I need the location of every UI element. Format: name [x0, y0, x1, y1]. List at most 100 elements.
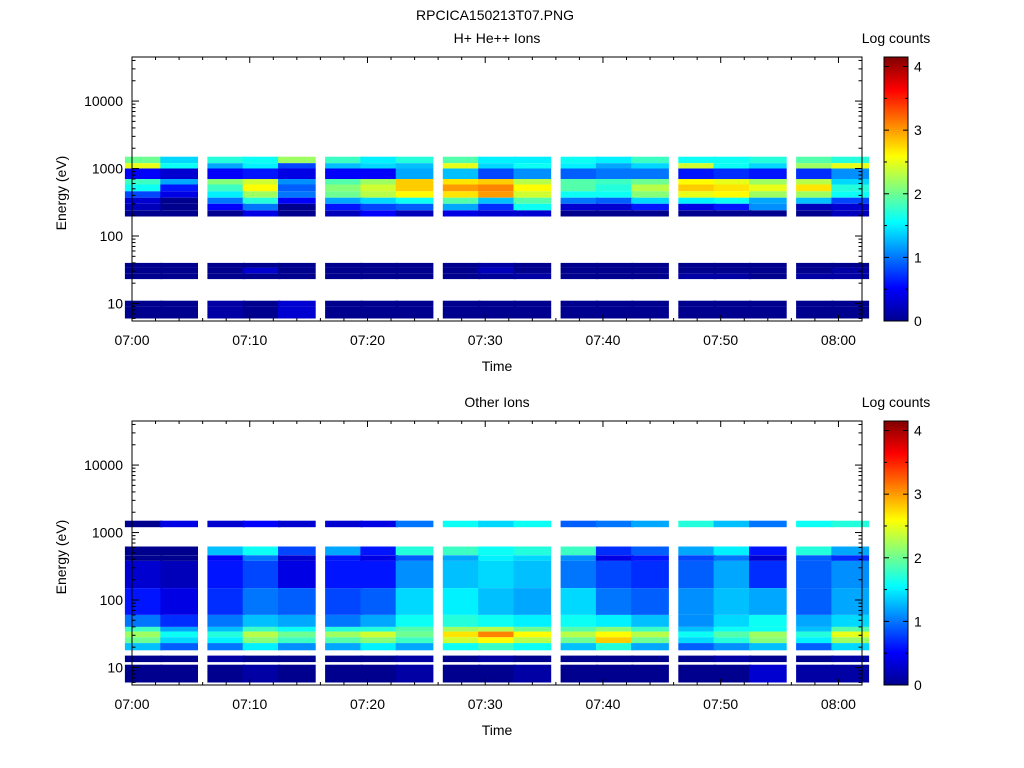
heatmap-cell [395, 156, 434, 164]
heatmap-cell [560, 179, 599, 185]
heatmap-cell [713, 520, 752, 528]
heatmap-cell [513, 546, 552, 556]
heatmap-cell [749, 179, 787, 185]
x-tick-label: 07:00 [114, 332, 149, 348]
heatmap-cell [325, 203, 363, 211]
heatmap-cell [478, 197, 516, 204]
heatmap-cell [631, 184, 669, 192]
heatmap-cell [478, 191, 516, 198]
heatmap-cell [831, 191, 870, 198]
panel-2: 07:00 07:10 07:20 07:30 07:40 07:50 08:0010100… [53, 394, 930, 738]
heatmap-cell [513, 273, 552, 280]
heatmap-cell [513, 615, 552, 627]
heatmap-cell [207, 655, 246, 663]
heatmap-cell [513, 262, 552, 268]
heatmap-cell [160, 191, 198, 198]
heatmap-cell [124, 546, 163, 556]
heatmap-cell [796, 560, 834, 589]
heatmap-cell [831, 203, 870, 211]
heatmap-cell [242, 520, 281, 528]
heatmap-cell [395, 197, 434, 204]
heatmap-cell [360, 300, 399, 307]
heatmap-cell [395, 267, 434, 274]
heatmap-cell [207, 197, 246, 204]
heatmap-cell [242, 168, 281, 179]
heatmap-cell [207, 191, 246, 198]
heatmap-cell [831, 631, 870, 638]
heatmap-cell [713, 643, 752, 651]
heatmap-cell [325, 163, 363, 169]
heatmap-cell [631, 179, 669, 185]
heatmap-cell [678, 615, 716, 627]
heatmap-cell [360, 262, 399, 268]
heatmap-cell [713, 655, 752, 663]
heatmap-cell [160, 197, 198, 204]
heatmap-cell [713, 156, 752, 164]
heatmap-cell [124, 520, 163, 528]
heatmap-cell [713, 197, 752, 204]
heatmap-cell [631, 210, 669, 217]
heatmap-cell [678, 664, 716, 683]
heatmap-cell [560, 210, 599, 217]
heatmap-cell [513, 203, 552, 211]
heatmap-cell [560, 306, 599, 319]
heatmap-cell [360, 163, 399, 169]
heatmap-cell [560, 262, 599, 268]
heatmap-cell [278, 203, 316, 211]
heatmap-cell [631, 588, 669, 615]
heatmap-cell [831, 615, 870, 627]
heatmap-cell [325, 168, 363, 179]
heatmap-cell [478, 560, 516, 589]
heatmap-cell [713, 631, 752, 638]
heatmap-cell [560, 655, 599, 663]
heatmap-cell [442, 191, 481, 198]
heatmap-cell [678, 163, 716, 169]
heatmap-cell [749, 163, 787, 169]
heatmap-cell [478, 655, 516, 663]
heatmap-cell [595, 306, 634, 319]
heatmap-cell [678, 203, 716, 211]
heatmap-cell [395, 210, 434, 217]
heatmap-cell [678, 179, 716, 185]
heatmap-cell [631, 555, 669, 561]
heatmap-cell [796, 664, 834, 683]
heatmap-cell [560, 615, 599, 627]
heatmap-cell [478, 156, 516, 164]
heatmap-cell [442, 626, 481, 632]
heatmap-cell [595, 555, 634, 561]
heatmap-cell [278, 664, 316, 683]
heatmap-cell [749, 262, 787, 268]
heatmap-cell [631, 615, 669, 627]
heatmap-cell [560, 163, 599, 169]
heatmap-cell [560, 643, 599, 651]
heatmap-cell [678, 156, 716, 164]
heatmap-cell [442, 546, 481, 556]
heatmap-cell [395, 306, 434, 319]
x-tick-label: 07:00 [114, 696, 149, 712]
heatmap-cell [831, 546, 870, 556]
heatmap-cell [242, 184, 281, 192]
colorbar-tick-label: 1 [914, 613, 922, 629]
x-axis-label: Time [482, 722, 513, 738]
heatmap-cell [678, 643, 716, 651]
heatmap-cell [796, 197, 834, 204]
heatmap-cell [160, 163, 198, 169]
heatmap-cell [595, 184, 634, 192]
heatmap-cell [207, 300, 246, 307]
x-tick-label: 07:30 [468, 332, 503, 348]
heatmap-cell [831, 210, 870, 217]
heatmap-cell [513, 520, 552, 528]
heatmap-cell [678, 184, 716, 192]
colorbar-tick-label: 1 [914, 249, 922, 265]
heatmap-cell [360, 626, 399, 632]
heatmap-cell [831, 168, 870, 179]
heatmap-cell [395, 626, 434, 632]
heatmap-cell [395, 555, 434, 561]
heatmap-cell [395, 273, 434, 280]
heatmap-cell [831, 655, 870, 663]
heatmap-cell [395, 300, 434, 307]
heatmap-cell [325, 520, 363, 528]
heatmap-cell [513, 184, 552, 192]
heatmap-cell [678, 631, 716, 638]
heatmap-cell [478, 615, 516, 627]
